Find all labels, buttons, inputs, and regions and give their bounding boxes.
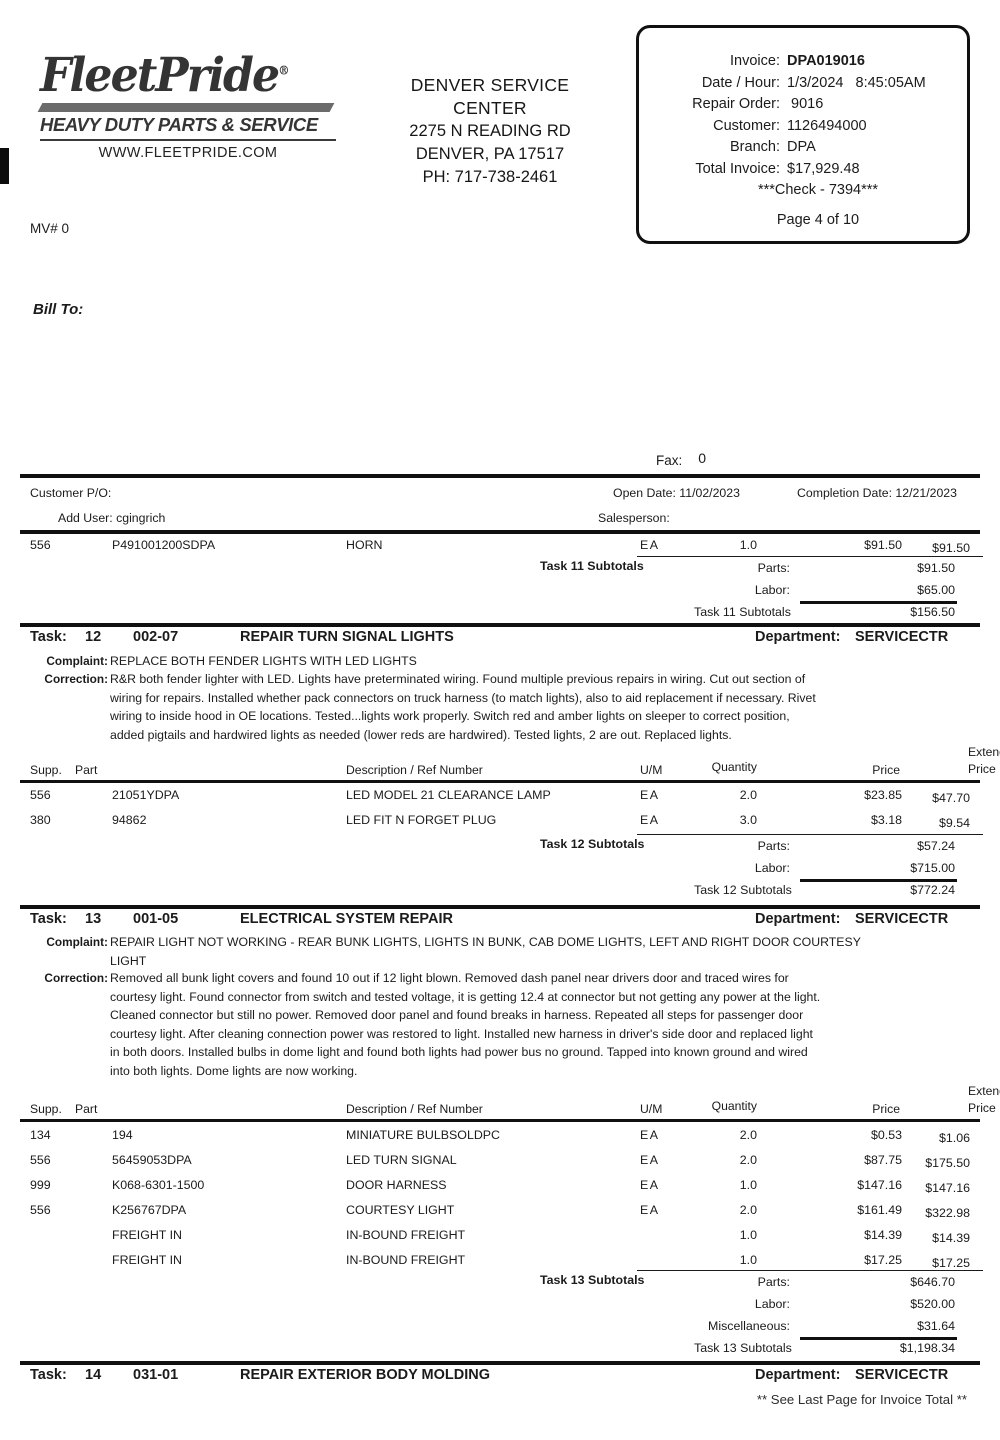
registered-mark-icon: ® <box>278 63 290 78</box>
table-row: 556 K256767DPA COURTESY LIGHT EA 2.0 $16… <box>30 1203 970 1220</box>
subtotal-parts-row: Parts: $646.70 <box>757 1275 955 1289</box>
table-row: 556 21051YDPA LED MODEL 21 CLEARANCE LAM… <box>30 788 970 805</box>
table-row: 380 94862 LED FIT N FORGET PLUG EA 3.0 $… <box>30 813 970 830</box>
divider <box>20 530 980 534</box>
logo-website: WWW.FLEETPRIDE.COM <box>98 145 278 161</box>
service-center-city: DENVER, PA 17517 <box>415 145 565 163</box>
branch-row: Branch: DPA <box>639 137 967 159</box>
check-line: ***Check - 7394*** <box>757 182 879 198</box>
invoice-total-note: ** See Last Page for Invoice Total ** <box>756 1392 967 1407</box>
repair-order: 9016 <box>787 96 824 112</box>
bill-to-label: Bill To: <box>33 301 84 318</box>
subtotal-labor-row: Labor: $520.00 <box>754 1297 955 1311</box>
parts-table-header: Supp. Part Description / Ref Number U/M … <box>30 1084 1000 1116</box>
header-divider <box>20 1119 980 1122</box>
total-invoice: $17,929.48 <box>787 160 860 177</box>
subtotal-misc-row: Miscellaneous: $31.64 <box>708 1319 955 1333</box>
divider <box>20 474 980 478</box>
invoice-number: DPA019016 <box>787 53 865 69</box>
table-row: 999 K068-6301-1500 DOOR HARNESS EA 1.0 $… <box>30 1178 970 1195</box>
service-center-name: DENVER SERVICE CENTER <box>410 75 570 118</box>
customer-row: Customer: 1126494000 <box>639 116 967 138</box>
table-row: 134 194 MINIATURE BULBSOLDPC EA 2.0 $0.5… <box>30 1128 970 1145</box>
subtotal-labor-row: Labor: $715.00 <box>754 861 955 875</box>
customer-po-label: Customer P/O: <box>30 486 112 500</box>
invoice-number-row: Invoice: DPA019016 <box>639 51 967 73</box>
fax-value: 0 <box>698 450 707 466</box>
subtotal-total-row: Task 13 Subtotals $1,198.34 <box>637 1337 983 1359</box>
fax-line: Fax: 0 <box>656 450 707 468</box>
repair-order-row: Repair Order: 9016 <box>639 94 967 116</box>
subtotal-total-row: Task 11 Subtotals $156.50 <box>637 601 983 623</box>
fleetpride-logo: FleetPride® HEAVY DUTY PARTS & SERVICE W… <box>37 48 350 161</box>
header-divider <box>20 780 980 783</box>
page-number: Page 4 of 10 <box>776 212 860 228</box>
scan-edge-mark <box>0 148 9 184</box>
subtotal-parts-row: Parts: $57.24 <box>757 839 955 853</box>
date-hour-row: Date / Hour: 1/3/2024 8:45:05AM <box>639 73 967 95</box>
mv-number: MV# 0 <box>30 221 70 236</box>
open-date: Open Date: 11/02/2023 <box>613 486 740 500</box>
subtotal-total-row: Task 12 Subtotals $772.24 <box>637 879 983 901</box>
subtotal-parts-row: Parts: $91.50 <box>757 561 955 575</box>
total-invoice-row: Total Invoice: $17,929.48 <box>639 159 967 181</box>
table-row: FREIGHT IN IN-BOUND FREIGHT 1.0 $14.39 $… <box>112 1228 970 1245</box>
invoice-summary-box: Invoice: DPA019016 Date / Hour: 1/3/2024 8… <box>636 25 970 244</box>
task-divider <box>20 1361 980 1365</box>
logo-tagline: HEAVY DUTY PARTS & SERVICE <box>40 114 336 141</box>
subtotal-labor-row: Labor: $65.00 <box>754 583 955 597</box>
service-center-street: 2275 N READING RD <box>409 122 571 140</box>
task-divider <box>20 623 980 627</box>
table-row: FREIGHT IN IN-BOUND FREIGHT 1.0 $17.25 $… <box>112 1253 970 1270</box>
brand-wordmark: FleetPride® <box>40 48 290 103</box>
service-center-address: DENVER SERVICE CENTER 2275 N READING RD … <box>372 74 608 189</box>
customer-number: 1126494000 <box>787 117 867 134</box>
salesperson-label: Salesperson: <box>598 511 670 525</box>
table-row: 556 P491001200SDPA HORN EA 1.0 $91.50 $9… <box>30 538 970 555</box>
parts-table-header: Supp. Part Description / Ref Number U/M … <box>30 745 1000 777</box>
logo-underline-bar <box>37 103 335 112</box>
task-divider <box>20 905 980 909</box>
service-center-phone: PH: 717-738-2461 <box>422 168 558 186</box>
table-row: 556 56459053DPA LED TURN SIGNAL EA 2.0 $… <box>30 1153 970 1170</box>
branch: DPA <box>787 139 816 155</box>
completion-date: Completion Date: 12/21/2023 <box>797 486 957 500</box>
date-hour: 1/3/2024 8:45:05AM <box>787 74 926 91</box>
add-user: Add User: cgingrich <box>58 511 166 525</box>
